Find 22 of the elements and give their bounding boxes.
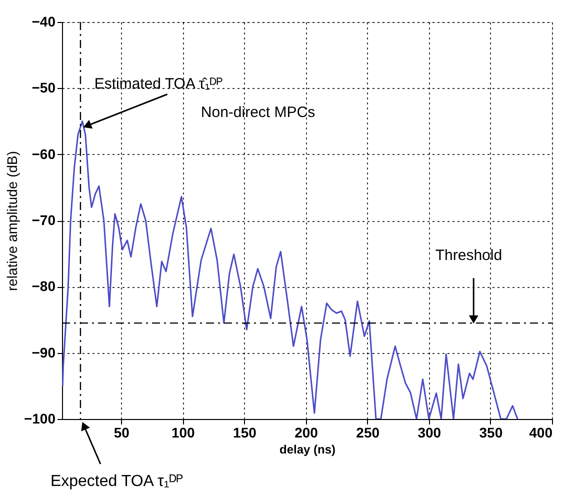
ref-line-label: Threshold (435, 247, 502, 264)
x-tick-label: 150 (233, 424, 257, 440)
line-series (62, 120, 518, 419)
annotation: Estimated TOA τ̂₁ᴰᴾ (94, 75, 223, 92)
y-tick-label: −80 (32, 278, 56, 294)
y-axis-title: relative amplitude (dB) (4, 150, 20, 292)
x-tick-label: 400 (529, 424, 553, 440)
y-tick-label: −40 (32, 14, 56, 30)
x-tick-label: 100 (171, 424, 196, 440)
y-tick-label: −60 (32, 146, 56, 162)
x-tick-label: 50 (114, 424, 130, 440)
y-tick-label: −90 (32, 344, 56, 360)
x-tick-label: 250 (356, 424, 380, 440)
annotation: Non-direct MPCs (200, 104, 316, 121)
annotation: Expected TOA τ₁ᴰᴾ (50, 473, 184, 490)
x-tick-label: 350 (479, 424, 503, 440)
x-axis-title: delay (ns) (279, 442, 336, 456)
x-tick-label: 200 (294, 424, 318, 440)
y-tick-label: −50 (32, 80, 56, 96)
x-tick-label: 300 (418, 424, 442, 440)
y-tick-label: −100 (24, 410, 56, 426)
y-tick-label: −70 (32, 212, 56, 228)
